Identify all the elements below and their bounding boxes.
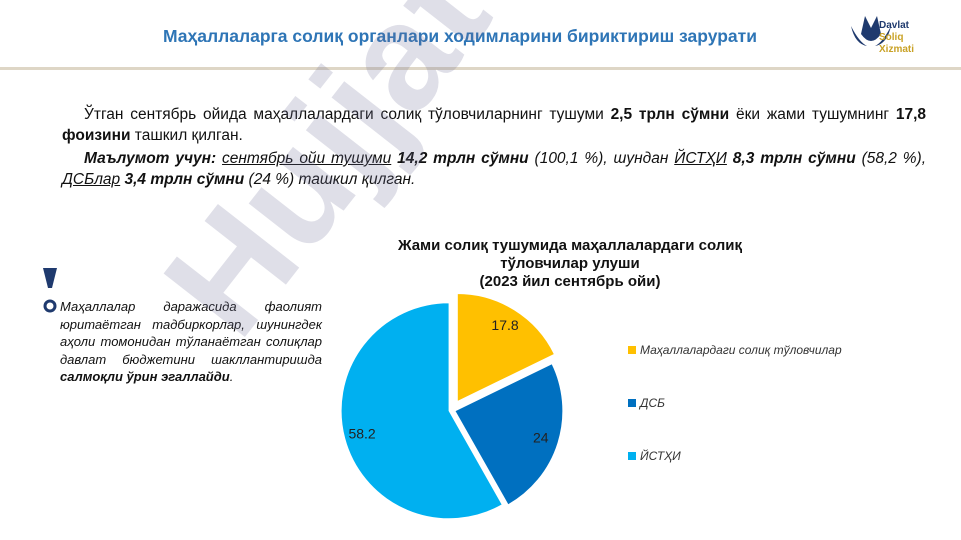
legend-label: ЙСТҲИ [640, 447, 681, 463]
text-run: 3,4 трлн сўмни [124, 171, 245, 188]
text-run: (58,2 %), [855, 150, 927, 167]
text-run: 8,3 трлн сўмни [732, 150, 856, 167]
text-run: ЙСТҲИ [674, 150, 727, 167]
legend-swatch [628, 346, 636, 354]
legend-label: Маҳаллалардаги солиқ тўловчилар [640, 343, 842, 357]
text-run: . [229, 369, 234, 384]
legend-label: ДСБ [638, 396, 665, 410]
chart-title-block: Жами солиқ тушумида маҳаллалардаги солиқ… [352, 237, 788, 291]
data-label: 24 [533, 430, 549, 446]
pie-slice [454, 363, 564, 506]
logo-text: Davlat [879, 20, 910, 31]
chart-subtitle: (2023 йил сентябрь ойи) [479, 273, 661, 290]
text-run: ДСБлар [62, 171, 121, 188]
text-run: ёки жами тушумнинг [729, 106, 896, 123]
paragraph: Маълумот учун: сентябрь ойи тушуми 14,2 … [62, 148, 926, 190]
legend-swatch [628, 399, 636, 407]
header-rule [0, 67, 961, 70]
note: Маҳаллалар даражасида фаолият юритаётган… [60, 298, 322, 386]
pie-slice [340, 302, 503, 520]
text-run: сентябрь ойи тушуми [222, 150, 392, 167]
pie-slice [456, 293, 556, 403]
text-run: Маълумот учун: [84, 150, 217, 167]
text-run: 14,2 трлн сўмни [397, 150, 529, 167]
data-label: 58.2 [348, 426, 375, 442]
paragraph: Ўтган сентябрь ойида маҳаллалардаги соли… [62, 104, 926, 146]
data-label: 17.8 [491, 317, 518, 333]
text-run: (100,1 %), шундан [528, 150, 675, 167]
slide-title: Маҳаллаларга солиқ органлари ходимларини… [163, 26, 757, 46]
text-run: Маҳаллалар даражасида фаолият юритаётган… [60, 299, 322, 367]
logo-text: Soliq [879, 32, 903, 43]
chart-title: Жами солиқ тушумида маҳаллалардаги солиқ… [397, 237, 743, 272]
text-run: ташкил қилган. [130, 127, 243, 144]
note-icon [43, 268, 57, 313]
text-run: Ўтган сентябрь ойида маҳаллалардаги соли… [84, 106, 611, 123]
logo: Davlat Soliq Xizmati [851, 16, 914, 55]
text-run: салмоқли ўрин эгаллайди [60, 369, 230, 384]
logo-text: Xizmati [879, 44, 914, 55]
text-run: 2,5 трлн сўмни [610, 106, 730, 123]
text-run: 17,8 фоизини [62, 106, 927, 144]
legend-swatch [628, 452, 636, 460]
text-run: (24 %) ташкил қилган. [244, 171, 416, 188]
logo-emblem [861, 16, 881, 41]
